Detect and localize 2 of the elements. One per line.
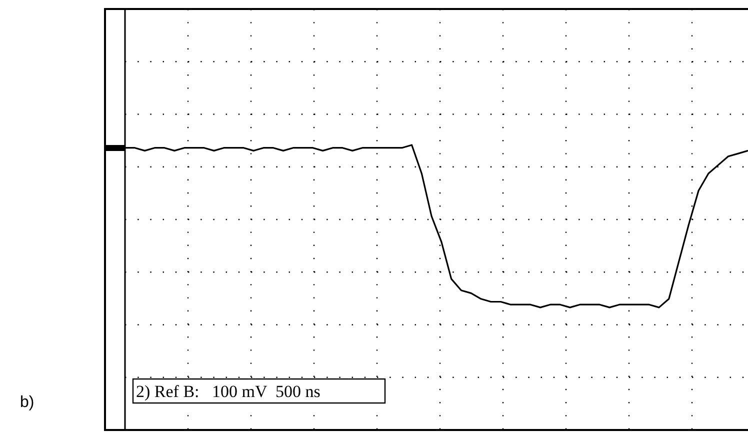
text: b) [20, 394, 34, 411]
annotation: 2) Ref B: 100 mV 500 ns [136, 382, 320, 401]
